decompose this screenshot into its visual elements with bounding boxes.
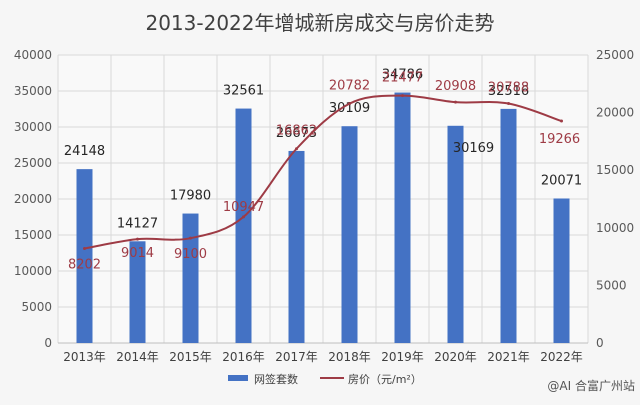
- x-axis-tick-label: 2019年: [381, 350, 424, 364]
- x-axis-tick-label: 2015年: [169, 350, 212, 364]
- bar-2021年: [500, 108, 517, 344]
- right-axis-tick-label: 10000: [596, 221, 634, 235]
- line-data-label: 20782: [329, 79, 370, 94]
- bar-2020年: [447, 125, 464, 343]
- line-data-label: 9014: [121, 246, 154, 261]
- price-point-2015年: [189, 236, 192, 240]
- bar-2013年: [76, 169, 93, 343]
- line-data-label: 20788: [488, 81, 529, 96]
- legend-label-bar: 网签套数: [254, 372, 298, 386]
- left-axis-tick-label: 10000: [14, 264, 52, 278]
- price-point-2018年: [348, 102, 351, 106]
- bar-data-label: 17980: [170, 189, 211, 204]
- left-axis-tick-label: 35000: [14, 84, 52, 98]
- bar-data-label: 20071: [541, 173, 582, 188]
- right-axis-tick-label: 0: [596, 336, 604, 350]
- bar-data-label: 14127: [117, 216, 158, 231]
- x-axis-tick-label: 2013年: [63, 350, 106, 364]
- price-point-2019年: [401, 94, 404, 98]
- bar-2016年: [235, 108, 252, 344]
- x-axis-tick-label: 2020年: [434, 350, 477, 364]
- price-point-2014年: [136, 237, 139, 241]
- bar-2019年: [394, 92, 411, 343]
- x-axis-tick-label: 2017年: [275, 350, 318, 364]
- bar-data-label: 24148: [64, 144, 105, 159]
- bar-data-label: 32561: [223, 84, 264, 99]
- left-axis-tick-label: 15000: [14, 228, 52, 242]
- right-axis-tick-label: 15000: [596, 163, 634, 177]
- line-data-label: 20908: [435, 79, 476, 94]
- bar-2018年: [341, 126, 358, 343]
- left-axis-tick-label: 40000: [14, 48, 52, 62]
- left-axis-tick-label: 5000: [21, 300, 52, 314]
- right-axis-tick-label: 20000: [596, 106, 634, 120]
- x-axis-tick-label: 2021年: [487, 350, 530, 364]
- bar-data-label: 34786: [382, 68, 423, 83]
- price-point-2022年: [560, 119, 563, 123]
- line-data-label: 16862: [276, 124, 317, 139]
- line-data-label: 10947: [223, 200, 264, 215]
- plot-area: 0 5000 10000 15000 20000 25000 30000 35000 40000…: [14, 48, 634, 364]
- bar-2015年: [182, 213, 199, 343]
- line-data-label: 8202: [68, 258, 101, 273]
- right-axis-tick-label: 25000: [596, 48, 634, 62]
- bar-2017年: [288, 150, 305, 343]
- legend-swatch-bar: [228, 375, 248, 381]
- watermark-text: @AI 合富广州站: [547, 378, 635, 393]
- bar-data-label: 30169: [453, 141, 494, 156]
- line-data-label: 21477: [382, 71, 423, 86]
- line-data-label: 9100: [174, 247, 207, 262]
- left-axis-tick-label: 0: [44, 336, 52, 350]
- bar-2014年: [129, 241, 146, 343]
- price-point-2020年: [454, 100, 457, 104]
- legend-label-line: 房价（元/m²）: [348, 373, 422, 386]
- price-point-2017年: [295, 147, 298, 151]
- price-point-2016年: [242, 215, 245, 219]
- x-axis-tick-label: 2018年: [328, 350, 371, 364]
- left-axis-tick-label: 20000: [14, 192, 52, 206]
- x-axis-tick-label: 2014年: [116, 350, 159, 364]
- right-axis-tick-label: 5000: [596, 278, 627, 292]
- legend: 网签套数 房价（元/m²）: [228, 372, 422, 386]
- left-axis-tick-label: 30000: [14, 120, 52, 134]
- price-line: [84, 94, 562, 250]
- line-data-label: 19266: [539, 132, 580, 147]
- bar-data-label: 32516: [488, 84, 529, 99]
- x-axis-tick-label: 2016年: [222, 350, 265, 364]
- price-point-2013年: [83, 247, 86, 251]
- x-axis-tick-label: 2022年: [540, 350, 583, 364]
- chart-title: 2013-2022年增城新房成交与房价走势: [145, 11, 494, 35]
- left-axis-tick-label: 25000: [14, 156, 52, 170]
- price-point-2021年: [507, 102, 510, 106]
- bar-2022年: [553, 198, 570, 343]
- bar-data-label: 30109: [329, 101, 370, 116]
